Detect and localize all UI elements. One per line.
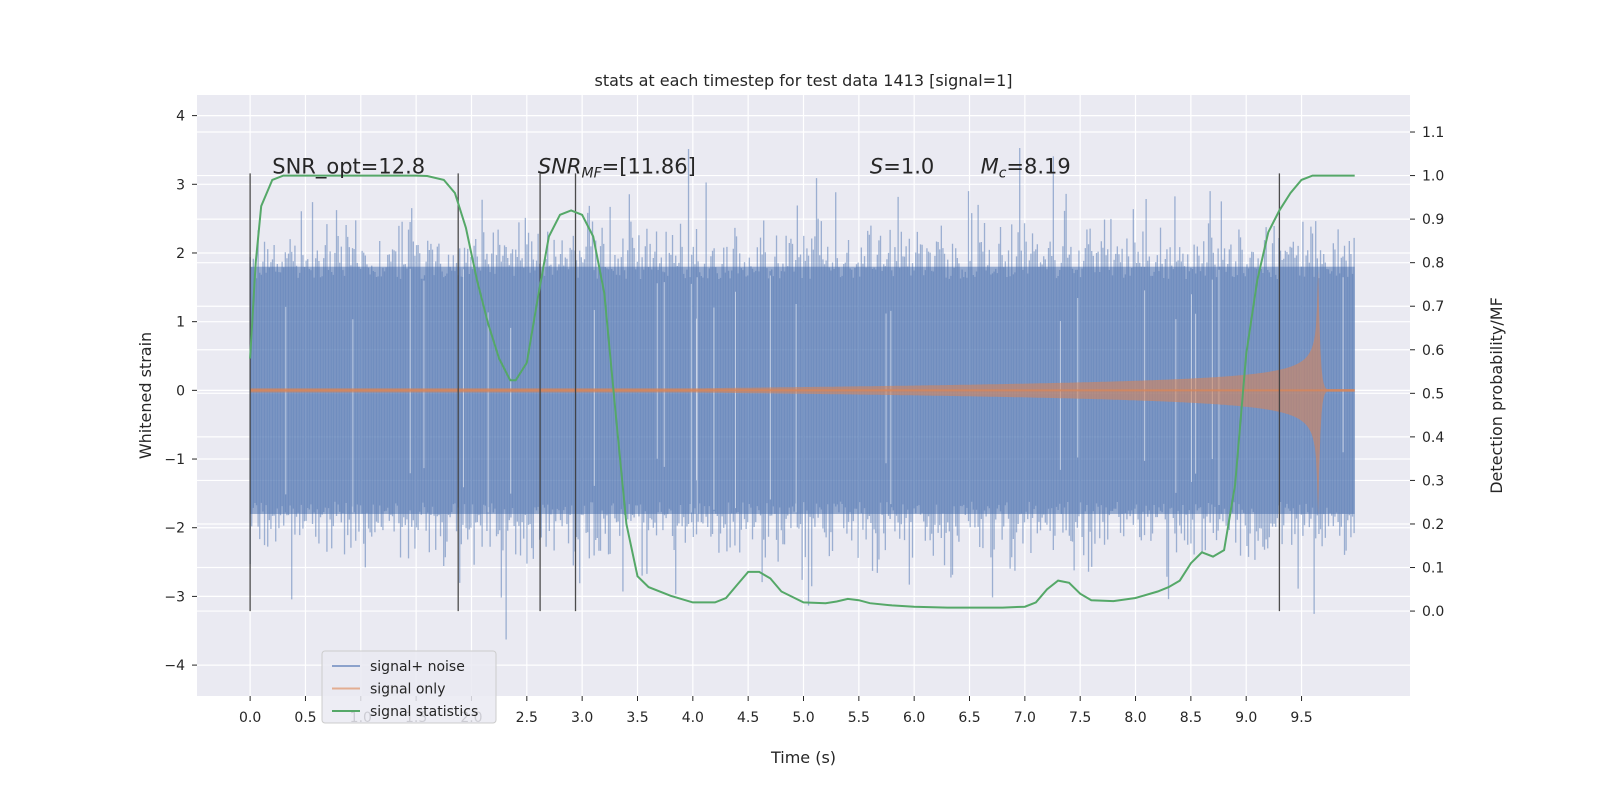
y-right-tick-label: 0.6 (1422, 343, 1444, 359)
annotation-mc-subscript: c (999, 166, 1007, 182)
y-left-tick-label: −1 (164, 452, 185, 468)
legend-box (321, 650, 497, 724)
x-tick-label: 5.0 (792, 710, 814, 726)
annotation-snr-mf: SNRMF=[11.86] (538, 155, 696, 182)
event-markers (249, 173, 1281, 612)
y-axis-right-title: Detection probability/MF (1487, 297, 1506, 494)
y-left-tick-label: −3 (164, 589, 185, 605)
x-tick-label: 7.0 (1014, 710, 1036, 726)
legend: signal+ noise signal only signal statistic… (321, 650, 497, 724)
y-right-tick-label: 0.8 (1422, 256, 1444, 272)
y-left-tick-label: 1 (176, 315, 185, 331)
x-axis-title: Time (s) (770, 748, 836, 767)
annotation-mc-symbol: M (981, 155, 999, 179)
legend-label: signal statistics (370, 704, 478, 720)
x-tick-label: 3.0 (571, 710, 593, 726)
annotation-snr-mf-symbol: SNR (538, 155, 582, 179)
annotations: SNR_opt=12.8 SNRMF=[11.86] S=1.0 Mc=8.19 (272, 155, 1071, 182)
annotation-s: S=1.0 (870, 155, 934, 179)
y-right-tick-label: 0.0 (1422, 604, 1444, 620)
y-left-tick-label: 4 (176, 109, 185, 125)
y-axis-left-title: Whitened strain (136, 332, 155, 459)
annotation-snr-opt: SNR_opt=12.8 (272, 155, 425, 180)
y-left-tick-label: 2 (176, 246, 185, 262)
x-tick-label: 6.5 (958, 710, 980, 726)
y-left-tick-label: −4 (164, 658, 185, 674)
y-right-tick-label: 1.1 (1422, 125, 1444, 141)
x-tick-label: 8.5 (1180, 710, 1202, 726)
annotation-mc-value: =8.19 (1006, 155, 1070, 179)
y-axis-left-ticks: 4 3 2 1 0 −1 −2 −3 −4 (164, 109, 197, 674)
series-signal-statistics (249, 174, 1355, 609)
chart-title: stats at each timestep for test data 141… (594, 71, 1012, 90)
legend-label: signal+ noise (370, 659, 465, 675)
annotation-mc: Mc=8.19 (981, 155, 1071, 182)
x-tick-label: 9.0 (1235, 710, 1257, 726)
x-tick-label: 0.5 (294, 710, 316, 726)
y-left-tick-label: 0 (176, 383, 185, 399)
annotation-s-value: =1.0 (883, 155, 934, 179)
x-tick-label: 2.5 (516, 710, 538, 726)
series-signal-only (250, 270, 1355, 517)
x-tick-label: 9.5 (1290, 710, 1312, 726)
y-right-tick-label: 0.1 (1422, 561, 1444, 577)
legend-label: signal only (370, 682, 445, 698)
annotation-s-symbol: S (870, 155, 883, 179)
y-left-tick-label: 3 (176, 177, 185, 193)
y-right-tick-label: 1.0 (1422, 169, 1444, 185)
x-tick-label: 8.0 (1124, 710, 1146, 726)
y-right-tick-label: 0.5 (1422, 386, 1444, 402)
y-left-tick-label: −2 (164, 521, 185, 537)
x-tick-label: 3.5 (626, 710, 648, 726)
y-right-tick-label: 0.4 (1422, 430, 1444, 446)
x-tick-label: 0.0 (239, 710, 261, 726)
x-tick-label: 4.0 (682, 710, 704, 726)
x-tick-label: 6.0 (903, 710, 925, 726)
y-right-tick-label: 0.3 (1422, 473, 1444, 489)
annotation-snr-mf-value: =[11.86] (602, 155, 696, 179)
x-tick-label: 7.5 (1069, 710, 1091, 726)
x-tick-label: 4.5 (737, 710, 759, 726)
statistics-line (249, 174, 1355, 609)
y-axis-right-ticks: 1.1 1.0 0.9 0.8 0.7 0.6 0.5 0.4 0.3 0.2 0.1 0.0 (1410, 125, 1444, 620)
x-tick-label: 5.5 (848, 710, 870, 726)
signal-envelope (250, 270, 1355, 517)
y-right-tick-label: 0.2 (1422, 517, 1444, 533)
y-right-tick-label: 0.7 (1422, 299, 1444, 315)
y-right-tick-label: 0.9 (1422, 212, 1444, 228)
annotation-snr-mf-subscript: MF (582, 166, 603, 182)
